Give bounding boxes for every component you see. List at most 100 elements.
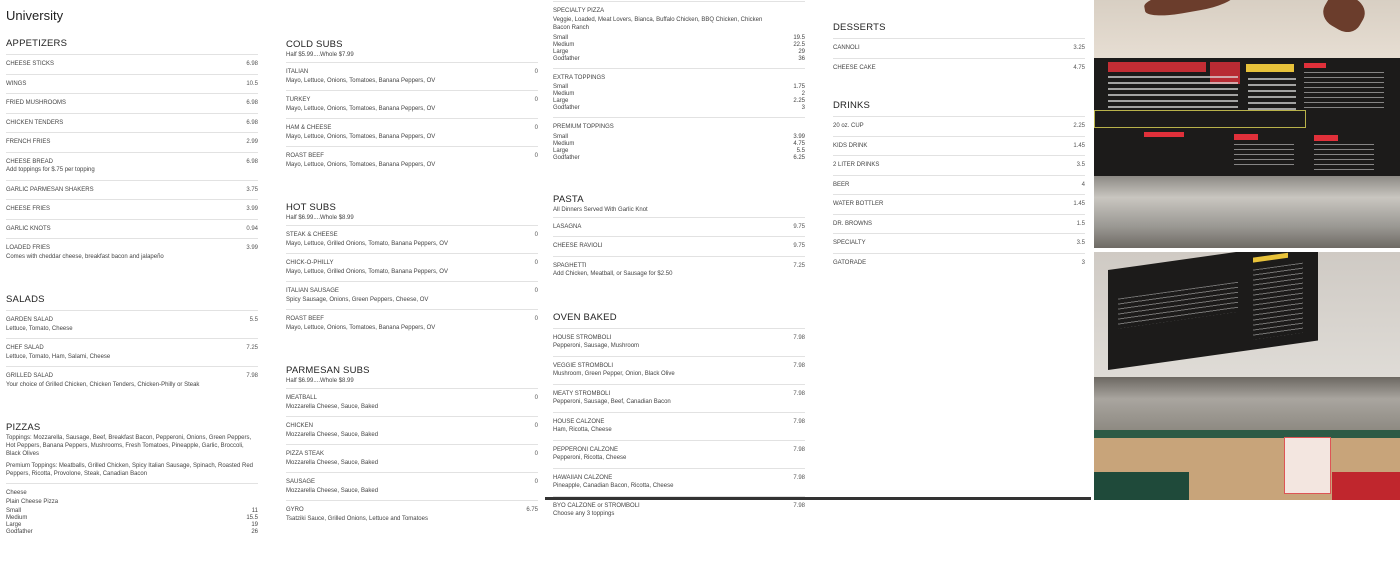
menu-item-specialty[interactable]: SPECIALTY 3.5 [833,233,1085,253]
item-description: Mayo, Lettuce, Onions, Tomatoes, Banana … [286,161,436,168]
item-name: SAUSAGE [286,479,316,485]
menu-item-dr-browns[interactable]: DR. BROWNS 1.5 [833,213,1085,234]
menu-item-sausage[interactable]: SAUSAGE 0 Mozzarella Cheese, Sauce, Baked [286,472,538,500]
menu-item-steak-cheese[interactable]: STEAK & CHEESE 0 Mayo, Lettuce, Grilled On… [286,225,538,253]
size-price: 15.5 [246,515,258,521]
menu-item-cheese-ravioli[interactable]: CHEESE RAVIOLI 9.75 [553,236,805,256]
item-description: Mozzarella Cheese, Sauce, Baked [286,431,379,438]
item-name: BEER [833,181,850,188]
item-name: STEAK & CHEESE [286,232,338,238]
menu-item-2-liter-drinks[interactable]: 2 LITER DRINKS 3.5 [833,155,1085,175]
item-price: 7.98 [793,502,805,509]
board-text [1108,76,1238,110]
menu-item-garlic-knots[interactable]: GARLIC KNOTS 0.94 [6,218,258,239]
menu-item-chick-o-philly[interactable]: CHICK-O-PHILLY 0 Mayo, Lettuce, Grilled On… [286,253,538,281]
menu-board [1094,58,1400,176]
size-price-list: Small 3.99 Medium 4.75 Large 5.5 Godfather 6.25 [553,134,805,162]
menu-item-pizza-steak[interactable]: PIZZA STEAK 0 Mozzarella Cheese, Sauce, Ba… [286,444,538,472]
menu-item-kids-drink[interactable]: KIDS DRINK 1.45 [833,135,1085,156]
menu-item-cheese-sticks[interactable]: CHEESE STICKS 6.98 [6,54,258,74]
section-note: Half $6.99....Whole $8.99 [286,215,354,221]
menu-items: GARDEN SALAD 5.5 Lettuce, Tomato, Cheese CH… [6,310,258,394]
size-row: Large 19 [6,522,258,529]
item-price: 3.99 [246,206,258,212]
menu-item-meaty-stromboli[interactable]: MEATY STROMBOLI 7.98 Pepperoni, Sausage, B… [553,383,805,412]
size-label: Godfather [553,154,580,161]
menu-item-house-stromboli[interactable]: HOUSE STROMBOLI 7.98 Pepperoni, Sausage, M… [553,327,805,356]
menu-item-cheese-fries[interactable]: CHEESE FRIES 3.99 [6,199,258,219]
menu-item-garden-salad[interactable]: GARDEN SALAD 5.5 Lettuce, Tomato, Cheese [6,310,258,338]
item-name: FRIED MUSHROOMS [6,100,66,106]
menu-item-french-fries[interactable]: FRENCH FRIES 2.99 [6,132,258,152]
size-row: Godfather 36 [553,56,805,63]
menu-item-italian-sausage[interactable]: ITALIAN SAUSAGE 0 Spicy Sausage, Onions, G… [286,281,538,309]
menu-section: SPECIALTY PIZZA Veggie, Loaded, Meat Love… [553,1,805,167]
size-label: Medium [553,41,575,48]
menu-item-meatball[interactable]: MEATBALL 0 Mozzarella Cheese, Sauce, Baked [286,388,538,416]
size-row: Godfather 3 [553,105,805,112]
menu-items: CHEESE STICKS 6.98 WINGS 10.5 FRIED MUSHROOM… [6,54,258,266]
size-row: Large 29 [553,49,805,56]
item-price: 7.98 [793,362,805,369]
menu-item-ham-cheese[interactable]: HAM & CHEESE 0 Mayo, Lettuce, Onions, Toma… [286,118,538,146]
restaurant-interior-photo[interactable] [1094,252,1400,500]
menu-item-cheese-bread[interactable]: CHEESE BREAD 6.98 Add toppings for $.75 pe… [6,151,258,180]
menu-item-20-oz-cup[interactable]: 20 oz. CUP 2.25 [833,116,1085,136]
item-name: FRENCH FRIES [6,139,51,145]
menu-item-chicken-tenders[interactable]: CHICKEN TENDERS 6.98 [6,112,258,133]
menu-item-house-calzone[interactable]: HOUSE CALZONE 7.98 Ham, Ricotta, Cheese [553,411,805,440]
menu-item-cheese-cake[interactable]: CHEESE CAKE 4.75 [833,57,1085,78]
menu-item-loaded-fries[interactable]: LOADED FRIES 3.99 Comes with cheddar chees… [6,238,258,266]
board-text [1314,144,1374,170]
menu-item-chicken[interactable]: CHICKEN 0 Mozzarella Cheese, Sauce, Baked [286,416,538,444]
size-label: Medium [553,140,575,147]
menu-item-spaghetti[interactable]: SPAGHETTI 7.25 Add Chicken, Meatball, or S… [553,255,805,284]
size-label: Small [553,34,569,41]
menu-board-photo[interactable] [1094,0,1400,248]
menu-item-gatorade[interactable]: GATORADE 3 [833,252,1085,273]
menu-item-pepperoni-calzone[interactable]: PEPPERONI CALZONE 7.98 Pepperoni, Ricotta,… [553,439,805,468]
size-label: Large [553,48,569,55]
item-name: SPAGHETTI [553,262,587,269]
item-price: 0 [534,69,538,75]
item-name: HAM & CHEESE [286,125,332,131]
item-name: TURKEY [286,97,311,103]
menu-item-premium-toppings[interactable]: PREMIUM TOPPINGS Small 3.99 Medium 4.75 Large… [553,117,805,167]
menu-item-veggie-stromboli[interactable]: VEGGIE STROMBOLI 7.98 Mushroom, Green Pepp… [553,355,805,384]
menu-item-roast-beef[interactable]: ROAST BEEF 0 Mayo, Lettuce, Onions, Tomato… [286,146,538,174]
menu-item-specialty-pizza[interactable]: SPECIALTY PIZZA Veggie, Loaded, Meat Love… [553,1,805,68]
item-description: Mozzarella Cheese, Sauce, Baked [286,459,379,466]
menu-item-gyro[interactable]: GYRO 6.75 Tsatziki Sauce, Grilled Onions, … [286,500,538,528]
menu-item-chef-salad[interactable]: CHEF SALAD 7.25 Lettuce, Tomato, Ham, Sala… [6,338,258,366]
item-price: 4.75 [1073,64,1085,71]
menu-items: Cheese Plain Cheese Pizza Small 11 Medium 15.… [6,483,258,541]
board-text [1234,144,1294,166]
ceiling-fan-blade [1317,0,1371,38]
board-text [1304,72,1384,112]
menu-item-wings[interactable]: WINGS 10.5 [6,73,258,94]
size-price: 11 [251,508,258,514]
menu-item-lasagna[interactable]: LASAGNA 9.75 [553,216,805,237]
item-price: 1.45 [1073,142,1085,149]
item-price: 7.98 [793,390,805,397]
item-name: CHICKEN [286,423,314,429]
item-price: 0 [534,232,538,238]
menu-item-hawaiian-calzone[interactable]: HAWAIIAN CALZONE 7.98 Pineapple, Canadian … [553,467,805,496]
menu-item-beer[interactable]: BEER 4 [833,174,1085,195]
item-price: 0 [534,125,538,131]
menu-item-fried-mushrooms[interactable]: FRIED MUSHROOMS 6.98 [6,93,258,113]
item-name: CHICKEN TENDERS [6,119,64,126]
menu-item-grilled-salad[interactable]: GRILLED SALAD 7.98 Your choice of Grilled … [6,366,258,394]
menu-item-water-bottler[interactable]: WATER BOTTLER 1.45 [833,194,1085,214]
menu-section-desserts: DESSERTS CANNOLI 3.25 CHEESE CAKE 4.75 [833,21,1085,77]
menu-item-turkey[interactable]: TURKEY 0 Mayo, Lettuce, Onions, Tomatoes, … [286,90,538,118]
menu-item-italian[interactable]: ITALIAN 0 Mayo, Lettuce, Onions, Tomatoes,… [286,62,538,90]
menu-item-roast-beef[interactable]: ROAST BEEF 0 Mayo, Lettuce, Onions, Tomato… [286,309,538,337]
menu-item-extra-toppings[interactable]: EXTRA TOPPINGS Small 1.75 Medium 2 Large 2.25 G… [553,67,805,118]
menu-item-cannoli[interactable]: CANNOLI 3.25 [833,38,1085,58]
item-name: CHEF SALAD [6,345,44,351]
menu-item-cheese[interactable]: Cheese Plain Cheese Pizza Small 11 Medium 15.… [6,483,258,541]
board-heading [1246,64,1294,72]
section-heading: OVEN BAKED [553,311,617,323]
menu-item-garlic-parmesan-shakers[interactable]: GARLIC PARMESAN SHAKERS 3.75 [6,179,258,200]
